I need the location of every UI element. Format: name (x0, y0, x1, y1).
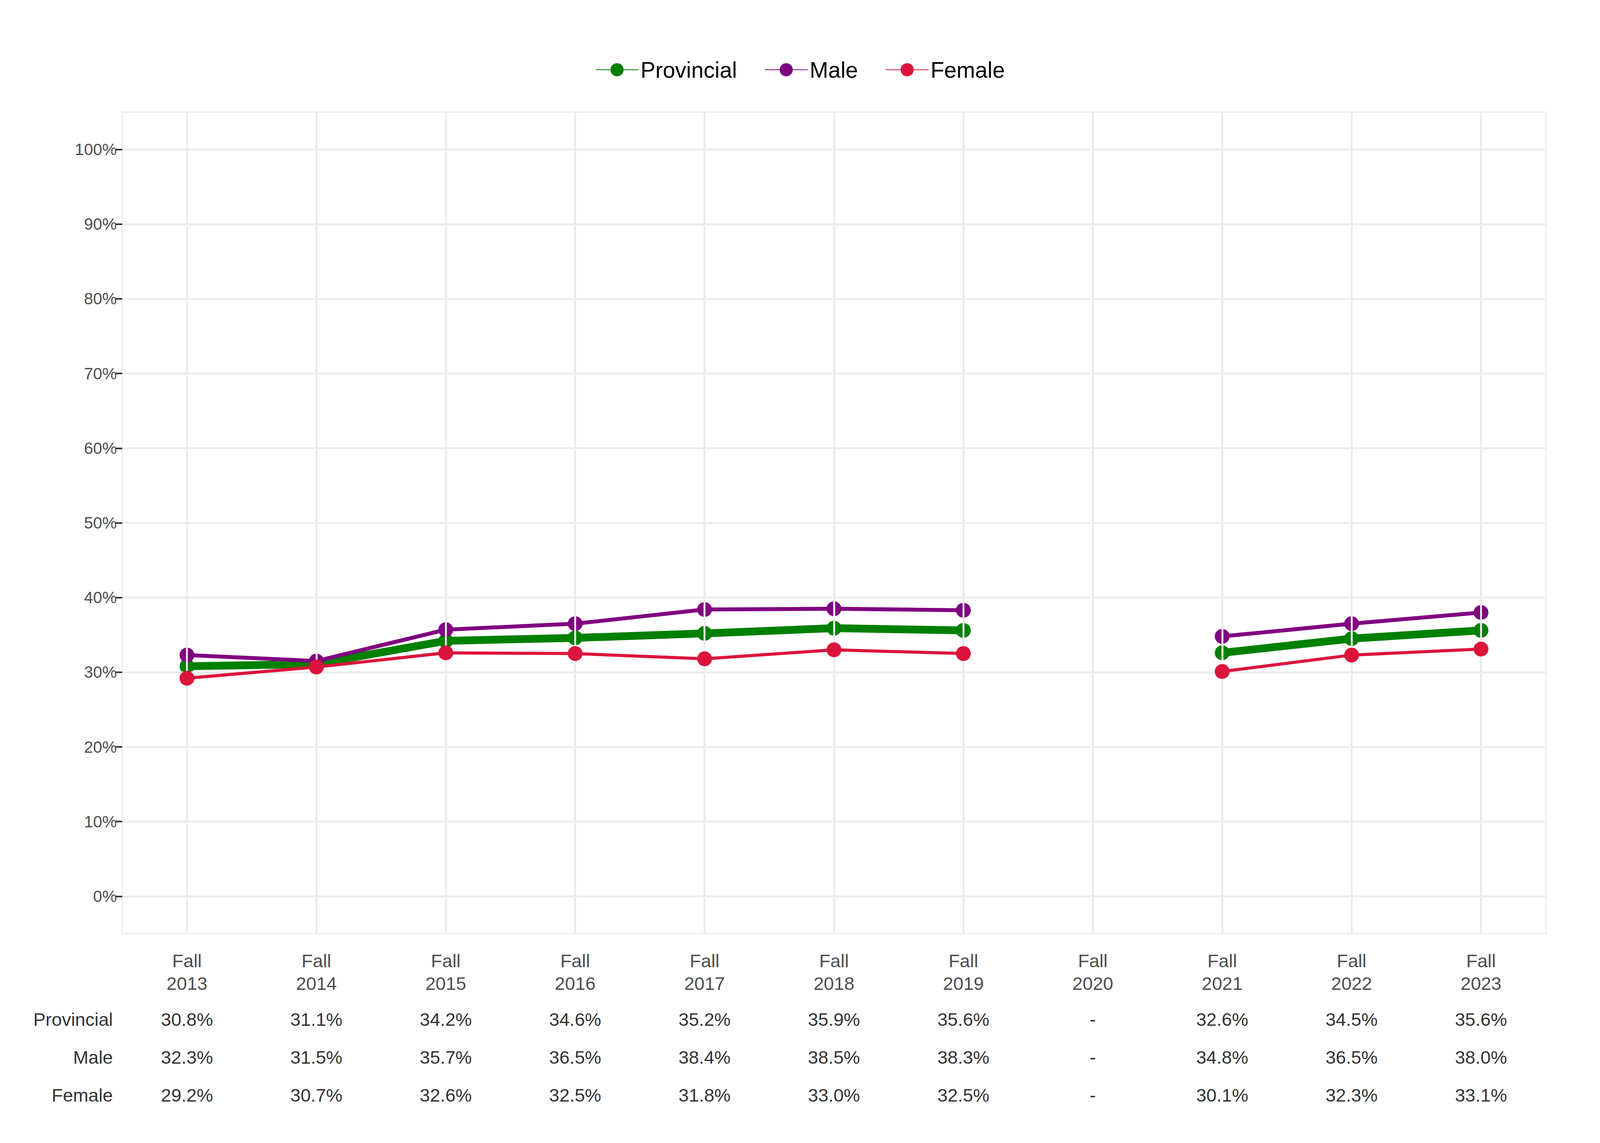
svg-text:2021: 2021 (1201, 973, 1243, 994)
svg-text:Fall: Fall (172, 950, 202, 972)
svg-text:29.2%: 29.2% (160, 1084, 213, 1106)
svg-text:33.1%: 33.1% (1455, 1084, 1508, 1106)
svg-text:32.6%: 32.6% (1196, 1008, 1249, 1030)
svg-text:80%: 80% (83, 289, 117, 308)
svg-text:38.3%: 38.3% (937, 1046, 990, 1068)
svg-text:90%: 90% (83, 214, 117, 234)
svg-text:32.3%: 32.3% (160, 1046, 213, 1068)
svg-text:Male: Male (73, 1046, 113, 1068)
svg-text:32.5%: 32.5% (937, 1084, 990, 1106)
svg-text:-: - (1089, 1046, 1097, 1068)
svg-text:Fall: Fall (948, 950, 979, 972)
svg-text:Fall: Fall (301, 950, 332, 972)
svg-text:2016: 2016 (554, 973, 596, 994)
svg-text:50%: 50% (83, 513, 117, 533)
svg-text:Fall: Fall (430, 950, 461, 972)
svg-text:32.5%: 32.5% (549, 1084, 602, 1106)
svg-text:2015: 2015 (425, 973, 467, 994)
svg-text:0%: 0% (92, 887, 117, 906)
svg-text:Male: Male (809, 57, 859, 83)
svg-text:Fall: Fall (560, 950, 591, 972)
svg-text:20%: 20% (83, 737, 117, 757)
svg-text:Fall: Fall (1336, 950, 1367, 972)
svg-text:38.5%: 38.5% (807, 1046, 860, 1068)
svg-text:Female: Female (930, 57, 1005, 83)
svg-text:Fall: Fall (1078, 950, 1108, 972)
svg-text:-: - (1089, 1008, 1097, 1030)
svg-text:30.1%: 30.1% (1196, 1084, 1249, 1106)
svg-text:34.8%: 34.8% (1196, 1046, 1249, 1068)
svg-text:100%: 100% (75, 140, 117, 159)
svg-text:Fall: Fall (689, 950, 720, 972)
svg-text:Provincial: Provincial (640, 57, 738, 83)
svg-text:2022: 2022 (1331, 973, 1373, 994)
svg-text:Fall: Fall (1207, 950, 1238, 972)
svg-text:2018: 2018 (813, 973, 855, 994)
svg-text:34.5%: 34.5% (1325, 1008, 1378, 1030)
svg-text:38.0%: 38.0% (1455, 1046, 1508, 1068)
svg-text:34.6%: 34.6% (549, 1008, 602, 1030)
svg-text:2023: 2023 (1460, 973, 1502, 994)
svg-text:70%: 70% (83, 364, 117, 383)
svg-text:35.7%: 35.7% (419, 1046, 472, 1068)
svg-text:-: - (1089, 1084, 1097, 1106)
svg-text:2020: 2020 (1072, 973, 1114, 994)
svg-text:30%: 30% (83, 662, 117, 682)
svg-text:35.6%: 35.6% (937, 1008, 990, 1030)
svg-text:31.5%: 31.5% (290, 1046, 343, 1068)
svg-text:31.8%: 31.8% (678, 1084, 731, 1106)
svg-text:Provincial: Provincial (33, 1008, 113, 1030)
svg-text:Female: Female (51, 1084, 113, 1106)
svg-text:38.4%: 38.4% (678, 1046, 731, 1068)
svg-text:40%: 40% (83, 588, 117, 607)
svg-text:31.1%: 31.1% (290, 1008, 343, 1030)
svg-text:2017: 2017 (683, 973, 725, 994)
svg-text:33.0%: 33.0% (807, 1084, 860, 1106)
svg-text:32.6%: 32.6% (419, 1084, 472, 1106)
svg-text:30.8%: 30.8% (160, 1008, 213, 1030)
svg-text:30.7%: 30.7% (290, 1084, 343, 1106)
svg-text:60%: 60% (83, 439, 117, 458)
svg-text:10%: 10% (83, 812, 117, 831)
svg-text:Fall: Fall (1466, 950, 1496, 972)
svg-text:Fall: Fall (819, 950, 849, 972)
svg-text:2013: 2013 (166, 973, 208, 994)
svg-text:2019: 2019 (942, 973, 984, 994)
svg-text:34.2%: 34.2% (419, 1008, 472, 1030)
svg-text:36.5%: 36.5% (549, 1046, 602, 1068)
svg-text:35.6%: 35.6% (1455, 1008, 1508, 1030)
svg-text:35.9%: 35.9% (807, 1008, 860, 1030)
svg-text:32.3%: 32.3% (1325, 1084, 1378, 1106)
svg-text:36.5%: 36.5% (1325, 1046, 1378, 1068)
svg-text:35.2%: 35.2% (678, 1008, 731, 1030)
svg-text:2014: 2014 (296, 973, 338, 994)
